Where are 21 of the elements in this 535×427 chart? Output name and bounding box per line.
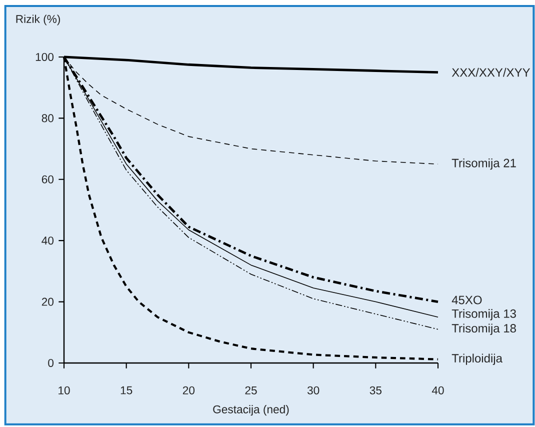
y-tick-label: 80: [42, 114, 54, 122]
y-tick-label: 60: [42, 175, 54, 184]
x-tick-label: 25: [245, 386, 257, 394]
y-tick-label: 100: [36, 52, 54, 61]
y-tick-label: 20: [42, 298, 54, 306]
series-label: Trisomija 13: [452, 309, 516, 320]
x-tick-label: 40: [432, 386, 444, 394]
x-tick-label: 15: [120, 386, 132, 394]
y-axis-title: Rizik (%): [16, 14, 60, 26]
series-label: Triploidija: [452, 354, 502, 365]
series-label: Trisomija 21: [452, 158, 516, 170]
x-tick-label: 35: [370, 386, 382, 394]
series-label: XXX/XXY/XYY: [452, 68, 530, 77]
series-label: Trisomija 18: [452, 324, 516, 335]
x-axis-title: Gestacija (ned): [213, 405, 289, 416]
series-label: 45XO: [452, 296, 482, 304]
x-tick-label: 30: [307, 386, 320, 394]
y-tick-label: 40: [42, 236, 54, 245]
y-tick-label: 0: [48, 358, 54, 367]
x-tick-label: 10: [58, 386, 70, 394]
x-tick-label: 20: [182, 386, 195, 394]
